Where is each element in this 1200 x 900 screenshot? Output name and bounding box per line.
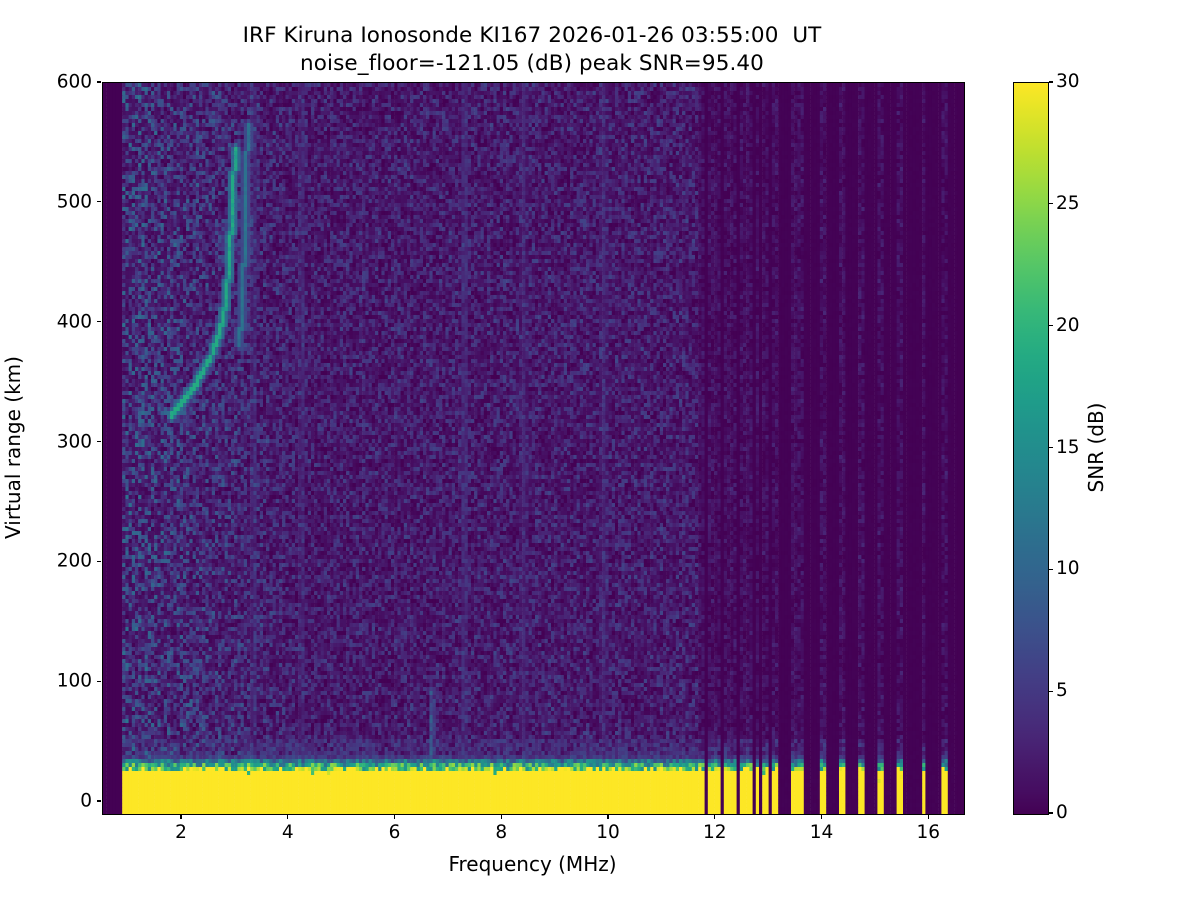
y-tick-label: 200 <box>56 550 92 572</box>
x-tick-mark <box>393 814 396 819</box>
colorbar-tick-mark <box>1048 568 1053 570</box>
y-tick-mark <box>96 81 101 83</box>
y-tick-label: 0 <box>80 790 92 812</box>
colorbar-tick-label: 20 <box>1056 314 1080 336</box>
colorbar-tick-mark <box>1048 690 1053 692</box>
x-tick-label: 2 <box>175 822 187 843</box>
y-tick-mark <box>96 680 101 682</box>
x-tick-mark <box>607 814 609 819</box>
x-tick-mark <box>927 814 929 819</box>
plot-area[interactable] <box>102 82 965 815</box>
y-tick-label: 300 <box>56 431 92 452</box>
x-tick-label: 10 <box>596 822 620 843</box>
x-tick-mark <box>287 814 289 819</box>
x-axis-label: Frequency (MHz) <box>448 852 617 876</box>
colorbar-tick-mark <box>1048 81 1053 83</box>
colorbar-tick-label: 5 <box>1056 680 1068 702</box>
colorbar-tick-mark <box>1048 812 1053 814</box>
colorbar-tick-label: 0 <box>1056 802 1068 823</box>
x-tick-label: 8 <box>495 822 508 843</box>
x-tick-label: 6 <box>388 822 401 843</box>
colorbar-tick-label: 10 <box>1056 558 1080 580</box>
colorbar-tick-label: 25 <box>1056 192 1080 214</box>
y-axis-label: Virtual range (km) <box>1 356 25 539</box>
colorbar-tick-mark <box>1048 446 1053 449</box>
x-tick-label: 14 <box>809 822 834 843</box>
title-line-1: IRF Kiruna Ionosonde KI167 2026-01-26 03… <box>242 23 822 48</box>
colorbar-tick-label: 30 <box>1056 71 1080 92</box>
x-tick-mark <box>714 814 716 819</box>
ionogram-heatmap[interactable] <box>103 83 964 814</box>
colorbar-tick-mark <box>1048 325 1053 327</box>
x-tick-mark <box>820 814 823 819</box>
y-tick-mark <box>96 201 101 203</box>
y-tick-mark <box>96 321 101 323</box>
x-tick-label: 16 <box>916 822 941 843</box>
x-tick-mark <box>500 814 502 819</box>
figure-title: IRF Kiruna Ionosonde KI167 2026-01-26 03… <box>0 22 1064 77</box>
x-tick-label: 4 <box>281 822 294 843</box>
y-tick-mark <box>96 800 101 802</box>
y-tick-label: 600 <box>56 71 92 93</box>
y-tick-mark <box>96 560 101 562</box>
title-line-2: noise_floor=-121.05 (dB) peak SNR=95.40 <box>300 50 764 76</box>
y-tick-label: 400 <box>56 311 92 333</box>
x-tick-mark <box>180 814 182 819</box>
colorbar-tick-mark <box>1048 203 1053 205</box>
x-tick-label: 12 <box>703 822 727 843</box>
colorbar[interactable] <box>1013 82 1049 815</box>
y-tick-mark <box>96 440 101 443</box>
colorbar-label: SNR (dB) <box>1084 402 1108 493</box>
y-tick-label: 500 <box>56 191 92 213</box>
colorbar-gradient <box>1014 83 1048 814</box>
y-tick-label: 100 <box>56 670 92 692</box>
colorbar-tick-label: 15 <box>1056 436 1080 458</box>
